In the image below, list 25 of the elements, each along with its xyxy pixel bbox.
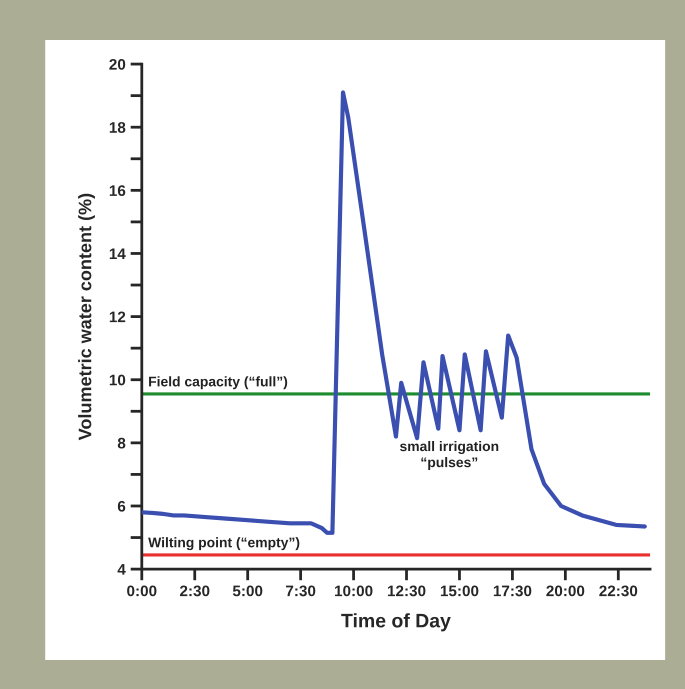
y-tick-label: 18 [110,122,126,133]
line-series [142,90,647,535]
x-tick-label: 22:30 [599,585,638,596]
y-tick-label: 14 [110,248,126,259]
y-tick-label: 10 [110,374,126,386]
y-tick-label: 20 [109,58,126,70]
x-tick-label: 10:00 [335,585,372,596]
ref-line-label: Field capacity (“full”) [149,376,288,390]
y-tick-label: 8 [118,438,126,449]
y-tick-label: 12 [110,311,126,322]
x-tick-label: 2:30 [180,585,210,596]
y-tick-label: 4 [118,564,126,575]
x-tick-label: 0:00 [127,585,156,596]
y-tick-label: 16 [110,185,126,196]
x-tick-label: 5:00 [232,585,262,596]
x-axis-title: Time of Day [341,613,451,632]
annotation: small irrigation “pulses” [400,440,498,470]
x-tick-label: 20:00 [546,585,584,596]
ref-line-label: Wilting point (“empty”) [148,537,300,550]
x-tick-label: 17:30 [494,585,532,596]
x-tick-label: 7:30 [286,585,316,596]
x-tick-label: 12:30 [388,585,426,596]
y-axis-title: Volumetric water content (%) [78,194,95,440]
y-tick-label: 6 [118,500,126,512]
x-tick-label: 15:00 [440,585,478,596]
